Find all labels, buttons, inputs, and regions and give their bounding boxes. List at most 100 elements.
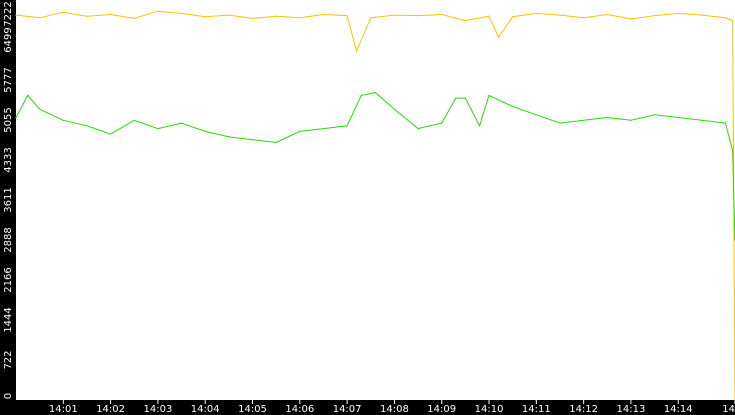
x-axis: 14:01 14:02 14:03 14:04 14:05 14:06 14:07 14:08… — [49, 400, 735, 415]
series-point-1 — [606, 116, 608, 119]
series-point-1 — [701, 119, 703, 121]
series-point-0 — [512, 16, 514, 18]
series-point-1 — [393, 108, 395, 110]
series-point-0 — [583, 17, 585, 19]
x-tick-label: 14:02 — [96, 404, 125, 415]
series-point-0 — [356, 50, 358, 52]
x-tick-label: 14:09 — [427, 404, 456, 415]
series-point-0 — [39, 17, 41, 19]
series-point-1 — [133, 119, 135, 121]
series-point-0 — [346, 15, 348, 17]
series-point-0 — [606, 13, 608, 16]
series-point-0 — [488, 15, 490, 17]
series-point-0 — [535, 12, 537, 14]
series-point-0 — [701, 14, 703, 16]
series-point-0 — [251, 17, 254, 19]
x-tick-label: 14:04 — [191, 404, 220, 415]
x-tick-label: 14:12 — [569, 404, 598, 415]
series-point-1 — [204, 130, 206, 132]
series-point-1 — [374, 92, 377, 94]
x-tick-label: 14:14 — [664, 404, 693, 415]
series-point-0 — [322, 13, 325, 16]
x-tick-label: 14 — [722, 404, 735, 415]
series-point-0 — [228, 14, 230, 16]
series-point-1 — [559, 122, 561, 124]
y-tick-label: 2166 — [3, 267, 14, 292]
series-point-1 — [479, 125, 481, 127]
y-tick-label: 1444 — [3, 307, 14, 332]
series-point-1 — [346, 125, 348, 127]
series-point-1 — [110, 133, 112, 135]
series-point-1 — [441, 122, 443, 124]
series-lines — [15, 10, 735, 401]
series-point-0 — [86, 15, 88, 17]
y-tick-label: 2888 — [3, 227, 14, 252]
series-point-1 — [228, 136, 230, 138]
series-point-0 — [654, 15, 656, 17]
series-point-0 — [275, 15, 277, 17]
series-point-0 — [441, 13, 443, 16]
y-tick-label: 4333 — [3, 147, 14, 172]
series-point-0 — [630, 18, 632, 20]
series-point-1 — [732, 150, 734, 152]
x-tick-label: 14:11 — [522, 404, 551, 415]
series-point-1 — [62, 119, 64, 121]
series-point-1 — [455, 97, 457, 99]
series-point-0 — [559, 14, 561, 16]
y-tick-label: 6499 — [3, 27, 14, 52]
y-tick-label: 0 — [3, 393, 14, 399]
x-tick-label: 14:13 — [617, 404, 646, 415]
series-point-0 — [15, 14, 17, 16]
x-tick-label: 14:10 — [475, 404, 504, 415]
y-tick-label: 3611 — [3, 187, 14, 212]
series-point-1 — [360, 94, 362, 96]
series-point-1 — [677, 116, 679, 119]
series-point-0 — [110, 13, 112, 16]
series-point-1 — [27, 94, 29, 96]
series-point-1 — [583, 119, 585, 121]
series-point-1 — [275, 141, 277, 144]
series-point-1 — [724, 122, 727, 124]
x-tick-label: 14:01 — [49, 404, 78, 415]
y-tick-label: 5777 — [3, 67, 14, 92]
y-tick-label: 7222 — [3, 1, 14, 26]
series-point-0 — [370, 17, 372, 19]
series-point-1 — [181, 122, 183, 124]
series-point-0 — [464, 20, 466, 22]
x-tick-label: 14:06 — [285, 404, 314, 415]
series-point-0 — [393, 14, 395, 16]
series-point-0 — [62, 11, 64, 13]
series-point-1 — [512, 105, 514, 108]
series-point-0 — [732, 20, 734, 22]
x-tick-label: 14:05 — [238, 404, 267, 415]
series-point-1 — [39, 108, 41, 110]
series-point-1 — [464, 97, 466, 99]
x-tick-label: 14:07 — [333, 404, 362, 415]
series-point-0 — [417, 15, 419, 17]
series-point-0 — [677, 12, 679, 14]
series-point-1 — [157, 128, 159, 130]
series-point-0 — [157, 10, 159, 12]
series-point-1 — [299, 130, 301, 132]
series-point-0 — [299, 17, 301, 19]
series-point-1 — [417, 128, 419, 130]
series-point-1 — [251, 139, 254, 141]
x-tick-label: 14:03 — [143, 404, 172, 415]
series-point-1 — [535, 114, 537, 116]
series-point-1 — [654, 114, 656, 116]
series-point-1 — [15, 116, 17, 119]
series-point-0 — [724, 17, 727, 19]
x-tick-label: 14:08 — [380, 404, 409, 415]
y-tick-label: 5055 — [3, 107, 14, 132]
series-point-0 — [497, 36, 500, 38]
series-point-1 — [630, 119, 632, 121]
series-point-1 — [488, 94, 490, 96]
series-point-0 — [133, 17, 135, 19]
plot-area — [16, 0, 735, 400]
series-point-0 — [204, 16, 206, 18]
series-point-1 — [322, 128, 325, 130]
series-point-0 — [181, 12, 183, 14]
series-point-1 — [86, 125, 88, 127]
